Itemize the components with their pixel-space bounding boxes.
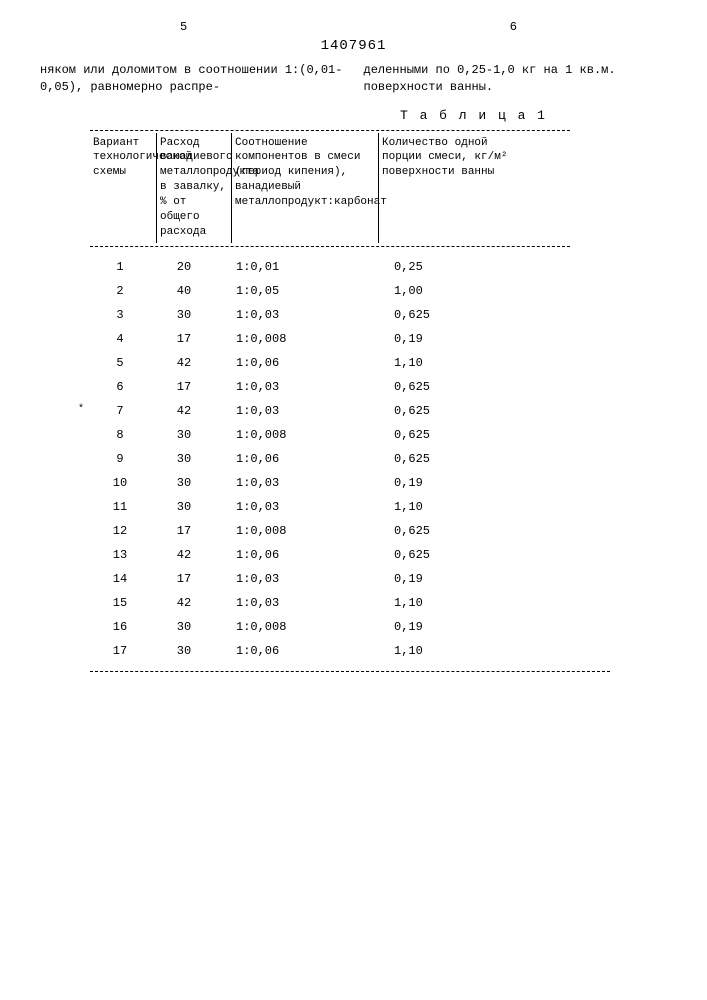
table-header-row: Вариант технологической схемы Расход ван… — [90, 133, 570, 243]
cell-consumption: 30 — [150, 644, 218, 658]
cell-quantity: 1,10 — [376, 356, 544, 370]
cell-variant: 9 — [90, 452, 150, 466]
table-row: 4171:0,0080,19 — [90, 327, 570, 351]
table-row: 13421:0,060,625 — [90, 543, 570, 567]
cell-quantity: 1,10 — [376, 500, 544, 514]
cell-ratio: 1:0,03 — [218, 500, 376, 514]
cell-variant: 7 — [90, 404, 150, 418]
table-row: 14171:0,030,19 — [90, 567, 570, 591]
right-column-number: 6 — [510, 20, 667, 34]
cell-consumption: 30 — [150, 500, 218, 514]
cell-consumption: 40 — [150, 284, 218, 298]
cell-ratio: 1:0,06 — [218, 548, 376, 562]
cell-variant: 2 — [90, 284, 150, 298]
cell-quantity: 0,625 — [376, 380, 544, 394]
table-row: 7421:0,030,625 — [90, 399, 570, 423]
cell-variant: 13 — [90, 548, 150, 562]
table-header-col2: Расход ванадиевого металлопродукта в зав… — [157, 133, 232, 243]
cell-variant: 6 — [90, 380, 150, 394]
table-header-col3: Соотношение компонентов в смеси (период … — [232, 133, 379, 243]
cell-consumption: 20 — [150, 260, 218, 274]
cell-quantity: 0,625 — [376, 452, 544, 466]
cell-variant: 17 — [90, 644, 150, 658]
cell-ratio: 1:0,03 — [218, 476, 376, 490]
cell-consumption: 17 — [150, 524, 218, 538]
cell-consumption: 30 — [150, 428, 218, 442]
cell-ratio: 1:0,03 — [218, 404, 376, 418]
cell-ratio: 1:0,008 — [218, 524, 376, 538]
cell-ratio: 1:0,06 — [218, 644, 376, 658]
cell-variant: 14 — [90, 572, 150, 586]
cell-ratio: 1:0,05 — [218, 284, 376, 298]
cell-variant: 4 — [90, 332, 150, 346]
cell-variant: 11 — [90, 500, 150, 514]
cell-consumption: 30 — [150, 476, 218, 490]
intro-left-text: няком или доломитом в соотношении 1:(0,0… — [40, 62, 344, 96]
cell-consumption: 30 — [150, 308, 218, 322]
cell-quantity: 0,19 — [376, 620, 544, 634]
cell-quantity: 0,625 — [376, 428, 544, 442]
cell-consumption: 17 — [150, 572, 218, 586]
left-column-number: 5 — [40, 20, 187, 34]
cell-consumption: 17 — [150, 332, 218, 346]
cell-ratio: 1:0,008 — [218, 332, 376, 346]
cell-ratio: 1:0,03 — [218, 308, 376, 322]
table-row: 10301:0,030,19 — [90, 471, 570, 495]
cell-ratio: 1:0,03 — [218, 380, 376, 394]
table-row: 12171:0,0080,625 — [90, 519, 570, 543]
table-row: 3301:0,030,625 — [90, 303, 570, 327]
cell-variant: 15 — [90, 596, 150, 610]
cell-quantity: 0,19 — [376, 476, 544, 490]
table-row: 8301:0,0080,625 — [90, 423, 570, 447]
cell-quantity: 0,625 — [376, 524, 544, 538]
table-row: 15421:0,031,10 — [90, 591, 570, 615]
intro-right-text: деленными по 0,25-1,0 кг на 1 кв.м. пове… — [364, 62, 668, 96]
cell-ratio: 1:0,03 — [218, 572, 376, 586]
table-body: 1201:0,010,252401:0,051,003301:0,030,625… — [90, 255, 570, 663]
cell-consumption: 30 — [150, 452, 218, 466]
cell-ratio: 1:0,03 — [218, 596, 376, 610]
cell-ratio: 1:0,008 — [218, 428, 376, 442]
cell-consumption: 42 — [150, 404, 218, 418]
table-header-col4: Количество одной порции смеси, кг/м² пов… — [379, 133, 535, 243]
cell-quantity: 1,10 — [376, 644, 544, 658]
cell-ratio: 1:0,008 — [218, 620, 376, 634]
cell-consumption: 30 — [150, 620, 218, 634]
cell-quantity: 0,625 — [376, 548, 544, 562]
cell-quantity: 0,19 — [376, 572, 544, 586]
cell-ratio: 1:0,01 — [218, 260, 376, 274]
cell-variant: 8 — [90, 428, 150, 442]
table-row: 9301:0,060,625 — [90, 447, 570, 471]
table-header-col1: Вариант технологической схемы — [90, 133, 157, 243]
table-row: 17301:0,061,10 — [90, 639, 570, 663]
patent-number: 1407961 — [40, 38, 667, 54]
cell-ratio: 1:0,06 — [218, 452, 376, 466]
cell-quantity: 0,625 — [376, 308, 544, 322]
cell-consumption: 42 — [150, 356, 218, 370]
cell-variant: 5 — [90, 356, 150, 370]
cell-variant: 12 — [90, 524, 150, 538]
cell-quantity: 0,25 — [376, 260, 544, 274]
cell-quantity: 0,625 — [376, 404, 544, 418]
table-footer-divider — [90, 671, 610, 672]
table-row: 2401:0,051,00 — [90, 279, 570, 303]
cell-variant: 1 — [90, 260, 150, 274]
cell-variant: 3 — [90, 308, 150, 322]
table-caption: Т а б л и ц а 1 — [40, 108, 667, 123]
cell-consumption: 42 — [150, 596, 218, 610]
cell-variant: 10 — [90, 476, 150, 490]
cell-quantity: 0,19 — [376, 332, 544, 346]
cell-variant: 16 — [90, 620, 150, 634]
data-table: Вариант технологической схемы Расход ван… — [90, 129, 570, 663]
table-row: 1201:0,010,25 — [90, 255, 570, 279]
cell-consumption: 17 — [150, 380, 218, 394]
table-row: 6171:0,030,625 — [90, 375, 570, 399]
cell-ratio: 1:0,06 — [218, 356, 376, 370]
table-row: 5421:0,061,10 — [90, 351, 570, 375]
cell-quantity: 1,00 — [376, 284, 544, 298]
table-row: 11301:0,031,10 — [90, 495, 570, 519]
cell-consumption: 42 — [150, 548, 218, 562]
cell-quantity: 1,10 — [376, 596, 544, 610]
table-row: 16301:0,0080,19 — [90, 615, 570, 639]
